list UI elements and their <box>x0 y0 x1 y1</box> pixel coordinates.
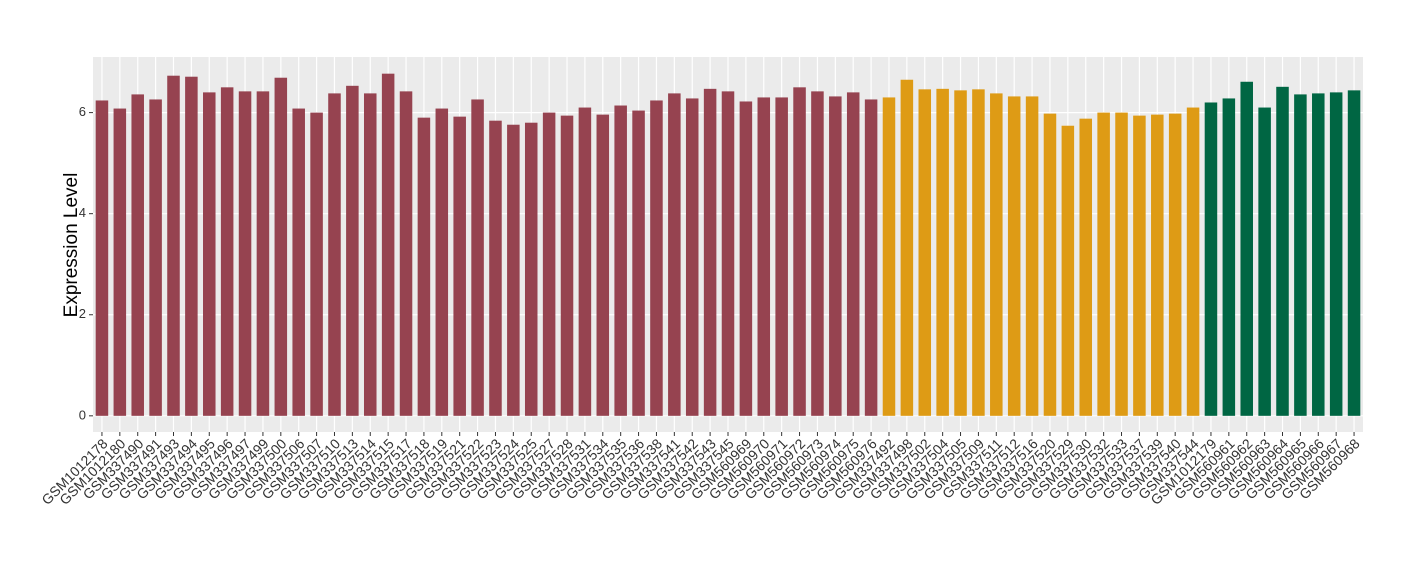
bar <box>811 91 824 416</box>
bar <box>328 93 341 416</box>
bar <box>1312 93 1325 416</box>
bar <box>1133 115 1146 416</box>
bar <box>703 88 717 416</box>
bar <box>1061 125 1075 416</box>
bar <box>793 87 806 416</box>
bar <box>1097 112 1110 416</box>
bar <box>1168 113 1182 416</box>
bar <box>650 100 663 416</box>
y-axis-title: Expression Level <box>61 173 82 318</box>
bar <box>220 87 234 416</box>
bar <box>542 112 556 416</box>
bar <box>954 90 967 416</box>
bar <box>113 108 127 416</box>
bar <box>1079 118 1093 416</box>
bar <box>167 75 180 416</box>
bar <box>524 122 538 416</box>
bar <box>131 94 144 416</box>
y-tick-label: 4 <box>79 205 86 220</box>
bar <box>1294 94 1307 416</box>
bar <box>739 101 753 416</box>
bar <box>1151 114 1164 416</box>
bar <box>721 91 735 416</box>
bar <box>95 100 109 416</box>
bar <box>846 92 860 416</box>
bar <box>1115 112 1128 416</box>
bar <box>560 115 574 416</box>
bar <box>614 105 627 416</box>
bar <box>346 85 359 416</box>
bar <box>381 73 395 416</box>
bar <box>882 97 896 416</box>
bar <box>238 91 252 416</box>
bar <box>256 91 270 416</box>
bar <box>363 93 377 416</box>
bar <box>596 114 610 416</box>
bar <box>578 107 592 416</box>
bar <box>435 108 449 416</box>
bar <box>864 99 878 416</box>
bar <box>900 79 914 416</box>
bar <box>685 98 699 416</box>
bar <box>1025 96 1039 416</box>
bar <box>972 89 985 416</box>
bar <box>829 96 842 416</box>
bar <box>1204 102 1218 416</box>
bar <box>489 120 502 416</box>
bar <box>757 97 771 416</box>
bar <box>274 77 288 416</box>
bar <box>668 93 681 416</box>
bar <box>1240 81 1253 416</box>
bar <box>292 108 305 416</box>
bar <box>632 110 645 416</box>
y-tick-label: 0 <box>79 407 86 422</box>
bar <box>417 117 431 416</box>
bar <box>1258 107 1271 416</box>
bar <box>918 89 932 416</box>
bar <box>507 124 520 416</box>
bar <box>1007 96 1021 416</box>
bar <box>149 99 162 416</box>
bar <box>203 92 216 416</box>
bar <box>936 88 949 416</box>
y-tick-label: 2 <box>79 306 86 321</box>
bar <box>1347 90 1361 416</box>
bar <box>453 116 466 416</box>
bar <box>1186 107 1200 416</box>
bar <box>185 76 198 416</box>
bar <box>1043 113 1057 416</box>
bar <box>1276 86 1289 416</box>
bar <box>990 93 1003 416</box>
bar <box>1329 92 1343 416</box>
bar <box>399 91 413 416</box>
y-tick-label: 6 <box>79 104 86 119</box>
bar <box>310 112 323 416</box>
bar <box>1222 98 1236 416</box>
bar <box>471 99 484 416</box>
bar <box>775 97 788 416</box>
